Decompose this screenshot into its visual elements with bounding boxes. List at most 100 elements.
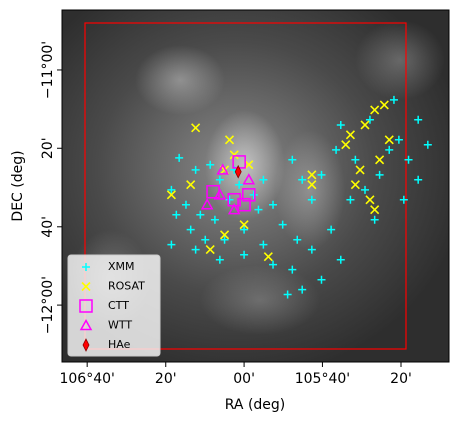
- marker-plus: [375, 170, 384, 179]
- marker-plus: [206, 160, 215, 169]
- marker-x: [307, 180, 317, 190]
- legend-label: WTT: [108, 319, 132, 332]
- marker-diamond: [82, 338, 90, 352]
- marker-plus: [399, 195, 408, 204]
- plot-frame: [61, 9, 450, 363]
- marker-plus: [278, 220, 287, 229]
- marker-plus: [240, 225, 249, 234]
- marker-x: [239, 220, 249, 230]
- marker-x: [191, 123, 201, 133]
- marker-plus: [351, 155, 360, 164]
- marker-x: [219, 230, 230, 240]
- legend-label: CTT: [108, 299, 129, 312]
- marker-x: [365, 195, 375, 205]
- marker-plus: [298, 175, 307, 184]
- marker-plus: [191, 245, 200, 254]
- marker-plus: [288, 265, 297, 274]
- marker-plus: [385, 145, 394, 154]
- marker-plus: [307, 245, 316, 254]
- marker-plus: [210, 215, 219, 224]
- marker-plus: [167, 240, 176, 249]
- marker-plus: [307, 195, 316, 204]
- marker-x: [224, 135, 235, 145]
- marker-triangle: [200, 198, 214, 210]
- x-axis-label: RA (deg): [225, 397, 286, 413]
- marker-plus: [414, 115, 423, 124]
- field-footprint: [84, 22, 407, 350]
- marker-plus: [175, 153, 184, 162]
- y-tick-label: −12°00': [40, 276, 56, 334]
- marker-plus: [361, 185, 370, 194]
- legend-label: HAe: [108, 338, 131, 351]
- marker-x: [360, 120, 370, 130]
- y-tick-label: 20': [40, 137, 56, 159]
- marker-plus: [332, 145, 341, 154]
- marker-triangle: [227, 203, 241, 215]
- marker-plus: [259, 240, 268, 249]
- marker-plus: [269, 200, 278, 209]
- marker-plus: [336, 255, 345, 264]
- marker-square: [79, 299, 93, 313]
- marker-triangle: [242, 173, 256, 185]
- marker-plus: [201, 235, 210, 244]
- y-tick-label: 40': [40, 216, 56, 238]
- legend-label: XMM: [108, 260, 135, 273]
- marker-x: [81, 281, 91, 292]
- marker-plus: [259, 175, 268, 184]
- marker-plus: [220, 235, 229, 244]
- marker-x: [345, 130, 355, 140]
- marker-plus: [172, 210, 181, 219]
- marker-plus: [186, 225, 195, 234]
- marker-x: [341, 140, 351, 150]
- marker-plus: [327, 225, 336, 234]
- marker-x: [244, 160, 254, 170]
- marker-plus: [414, 175, 423, 184]
- marker-plus: [404, 155, 413, 164]
- legend: XMM ROSAT CTT WTT HAe: [67, 254, 161, 357]
- marker-x: [375, 155, 385, 165]
- marker-plus: [181, 200, 190, 209]
- marker-plus: [365, 115, 374, 124]
- marker-x: [370, 205, 380, 215]
- marker-plus: [423, 140, 432, 149]
- x-tick-label: 20': [155, 371, 177, 387]
- marker-x: [229, 150, 239, 160]
- marks: [166, 95, 432, 299]
- marker-plus: [389, 95, 398, 104]
- marker-plus: [288, 155, 297, 164]
- y-axis-label: DEC (deg): [10, 150, 26, 221]
- marker-triangle: [213, 188, 227, 200]
- marker-plus: [298, 285, 307, 294]
- x-tick-label: 105°40': [295, 371, 350, 387]
- marker-plus: [254, 205, 263, 214]
- marker-x: [205, 245, 215, 255]
- marker-plus: [240, 250, 249, 259]
- marker-x: [263, 252, 273, 262]
- marker-plus: [283, 290, 292, 299]
- y-tick-label: −11°00': [40, 41, 56, 99]
- marker-plus: [249, 190, 258, 199]
- marker-square: [242, 188, 256, 202]
- marker-plus: [293, 235, 302, 244]
- marker-plus: [191, 165, 200, 174]
- marker-plus: [317, 275, 326, 284]
- marker-triangle: [79, 318, 93, 331]
- marker-diamond: [234, 164, 242, 179]
- marker-x: [379, 100, 389, 110]
- marker-plus: [269, 260, 278, 269]
- marker-plus: [394, 135, 403, 144]
- marker-x: [384, 135, 394, 145]
- legend-box: [67, 254, 161, 357]
- marker-x: [307, 170, 317, 180]
- marker-plus: [370, 215, 379, 224]
- marker-x: [166, 190, 176, 200]
- x-tick-label: 00': [233, 371, 255, 387]
- marker-plus: [82, 263, 90, 271]
- marker-plus: [215, 255, 224, 264]
- x-tick-label: 20': [390, 371, 412, 387]
- marker-plus: [196, 210, 205, 219]
- marker-plus: [346, 195, 355, 204]
- marker-plus: [225, 195, 234, 204]
- marker-x: [370, 105, 380, 115]
